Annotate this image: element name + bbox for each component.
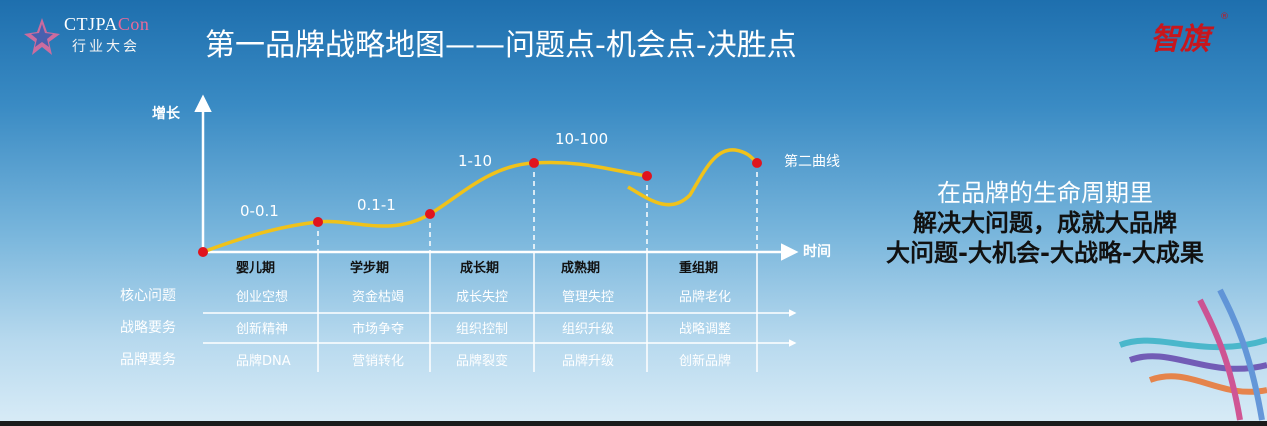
stage-label: 成长期	[460, 260, 499, 276]
table-cell: 品牌DNA	[236, 353, 291, 369]
stage-label: 学步期	[350, 260, 389, 276]
segment-label: 0.1-1	[357, 196, 396, 214]
second-curve-label: 第二曲线	[784, 153, 840, 170]
zhiqi-brand-logo: 智旗	[1150, 22, 1210, 57]
registered-mark: ®	[1220, 12, 1229, 22]
table-cell: 组织升级	[562, 322, 614, 337]
table-cell: 营销转化	[352, 354, 404, 369]
stage-point	[313, 217, 323, 227]
table-cell: 管理失控	[562, 290, 614, 305]
stage-point	[642, 171, 652, 181]
stage-label: 婴儿期	[236, 260, 275, 276]
ctjpa-logo: CTJPACon 行业大会	[22, 14, 162, 58]
x-axis-label: 时间	[803, 243, 831, 260]
summary-line-3: 大问题-大机会-大战略-大成果	[886, 239, 1204, 267]
summary-panel: 在品牌的生命周期里 解决大问题，成就大品牌 大问题-大机会-大战略-大成果	[860, 178, 1230, 268]
table-cell: 品牌裂变	[456, 353, 508, 369]
table-cell: 品牌老化	[679, 289, 731, 305]
summary-line-1: 在品牌的生命周期里	[937, 179, 1153, 207]
table-cell: 战略调整	[679, 321, 731, 337]
row-label: 核心问题	[120, 288, 176, 304]
table-cell: 资金枯竭	[352, 289, 404, 305]
bottom-bar	[0, 421, 1267, 426]
stage-label: 重组期	[679, 260, 718, 276]
segment-label: 10-100	[555, 130, 608, 148]
second-curve	[627, 148, 759, 207]
table-cell: 创业空想	[236, 289, 288, 305]
table-cell: 创新品牌	[679, 353, 731, 369]
table-cell: 品牌升级	[562, 353, 614, 369]
table-cell: 组织控制	[456, 322, 508, 337]
stage-point	[425, 209, 435, 219]
slide-title: 第一品牌战略地图——问题点-机会点-决胜点	[205, 28, 797, 63]
table-cell: 市场争夺	[352, 321, 404, 337]
logo-text: CTJPACon	[64, 14, 150, 34]
segment-label: 0-0.1	[240, 202, 279, 220]
stage-point	[529, 158, 539, 168]
segment-label: 1-10	[458, 152, 492, 170]
logo-subtitle: 行业大会	[72, 39, 140, 55]
stage-point	[752, 158, 762, 168]
table-cell: 成长失控	[456, 290, 508, 305]
stage-point	[198, 247, 208, 257]
y-axis-label: 增长	[152, 105, 181, 122]
row-label: 品牌要务	[120, 351, 176, 368]
stage-label: 成熟期	[561, 260, 600, 276]
logo-star-icon	[24, 18, 60, 55]
row-label: 战略要务	[120, 320, 176, 336]
summary-line-2: 解决大问题，成就大品牌	[913, 209, 1177, 237]
table-cell: 创新精神	[236, 321, 288, 337]
decorative-ribbons	[1118, 288, 1267, 421]
